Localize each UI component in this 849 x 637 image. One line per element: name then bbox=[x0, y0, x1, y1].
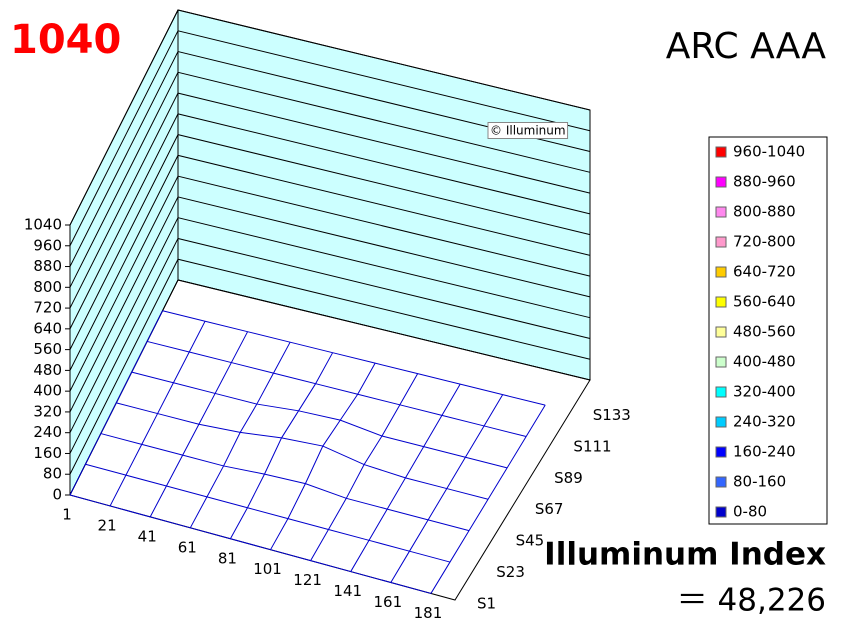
legend-swatch bbox=[715, 266, 727, 278]
legend-swatch bbox=[715, 236, 727, 248]
y-tick-label: 320 bbox=[33, 402, 62, 420]
series-label: S23 bbox=[496, 563, 525, 581]
surface-line bbox=[131, 371, 508, 469]
series-label: S111 bbox=[573, 437, 611, 455]
legend-swatch bbox=[715, 326, 727, 338]
surface-line bbox=[116, 402, 489, 500]
surface-line bbox=[100, 433, 470, 532]
y-tick-label: 720 bbox=[33, 299, 62, 317]
x-tick-label: 141 bbox=[333, 582, 362, 600]
surface-cross-line bbox=[189, 341, 291, 529]
surface-cross-line bbox=[310, 373, 419, 561]
surface-cross-line bbox=[270, 362, 376, 550]
series-label: S89 bbox=[554, 469, 583, 487]
legend-label: 80-160 bbox=[733, 473, 786, 491]
legend-label: 320-400 bbox=[733, 383, 796, 401]
x-tick-label: 181 bbox=[414, 604, 443, 622]
grid-line bbox=[69, 92, 591, 309]
y-tick-label: 1040 bbox=[24, 216, 62, 234]
surface-cross-line bbox=[350, 383, 461, 572]
y-tick-label: 800 bbox=[33, 278, 62, 296]
legend-label: 640-720 bbox=[733, 263, 796, 281]
legend-swatch bbox=[715, 206, 727, 218]
legend-label: 560-640 bbox=[733, 293, 796, 311]
chart-title: ARC AAA bbox=[666, 26, 827, 67]
grid-line bbox=[69, 258, 591, 475]
x-tick-label: 161 bbox=[374, 593, 403, 611]
surface-line bbox=[69, 494, 432, 594]
legend-swatch bbox=[715, 356, 727, 368]
x-tick-label: 81 bbox=[218, 549, 237, 567]
y-tick-label: 400 bbox=[33, 382, 62, 400]
legend-label: 240-320 bbox=[733, 413, 796, 431]
legend-label: 960-1040 bbox=[733, 143, 805, 161]
index-label: Illuminum Index bbox=[544, 537, 826, 573]
x-tick-label: 21 bbox=[98, 516, 117, 534]
y-tick-label: 880 bbox=[33, 257, 62, 275]
legend-swatch bbox=[715, 416, 727, 428]
y-tick-label: 240 bbox=[33, 423, 62, 441]
y-tick-label: 480 bbox=[33, 361, 62, 379]
y-tick-label: 0 bbox=[52, 486, 62, 504]
legend-label: 400-480 bbox=[733, 353, 796, 371]
legend-label: 720-800 bbox=[733, 233, 796, 251]
legend-swatch bbox=[715, 146, 727, 158]
legend-swatch bbox=[715, 176, 727, 188]
grid-line bbox=[69, 154, 591, 371]
grid-line bbox=[69, 217, 591, 433]
series-label: S133 bbox=[593, 406, 631, 424]
grid-line bbox=[69, 113, 591, 330]
plot: 0 80 160 240 320 400 480 560 640 720 800 880 960 1040… bbox=[24, 9, 631, 622]
grid-line bbox=[69, 196, 591, 413]
surface-cross-line bbox=[109, 320, 206, 507]
surface-cross-line bbox=[430, 404, 546, 594]
grid-line bbox=[69, 9, 591, 226]
grid-line bbox=[69, 134, 591, 350]
legend-swatch bbox=[715, 386, 727, 398]
y-tick-label: 160 bbox=[33, 444, 62, 462]
surface-cross-line bbox=[149, 331, 249, 518]
series-label: S1 bbox=[477, 595, 496, 613]
legend-label: 880-960 bbox=[733, 173, 796, 191]
legend-label: 800-880 bbox=[733, 203, 796, 221]
surface-line bbox=[85, 463, 451, 563]
legend-label: 0-80 bbox=[733, 503, 767, 521]
grid-line bbox=[69, 30, 591, 246]
watermark-box bbox=[487, 122, 569, 139]
x-tick-label: 101 bbox=[253, 560, 282, 578]
x-tick-label: 41 bbox=[138, 527, 157, 545]
y-tick-label: 80 bbox=[43, 465, 62, 483]
grid-line bbox=[69, 237, 591, 454]
series-label: S45 bbox=[516, 532, 545, 550]
series-label: S67 bbox=[535, 500, 564, 518]
surface-line bbox=[162, 310, 546, 406]
watermark: © Illuminum bbox=[490, 124, 566, 138]
x-tick-label: 121 bbox=[293, 571, 322, 589]
legend-label: 480-560 bbox=[733, 323, 796, 341]
y-tick-label: 640 bbox=[33, 319, 62, 337]
grid-line bbox=[69, 50, 591, 267]
y-tick-label: 560 bbox=[33, 340, 62, 358]
surface-cross-line bbox=[229, 352, 334, 539]
surface-cross-line bbox=[390, 394, 504, 583]
legend-swatch bbox=[715, 506, 727, 518]
y-tick-label: 960 bbox=[33, 236, 62, 254]
legend-label: 160-240 bbox=[733, 443, 796, 461]
legend-box bbox=[708, 136, 828, 525]
x-tick-label: 1 bbox=[62, 506, 72, 524]
x-tick-label: 61 bbox=[178, 538, 197, 556]
legend-swatch bbox=[715, 296, 727, 308]
surface-cross-line bbox=[69, 310, 164, 496]
max-label: 1040 bbox=[10, 17, 121, 63]
index-value: ＝ 48,226 bbox=[677, 583, 826, 619]
grid-line bbox=[69, 175, 591, 392]
legend-swatch bbox=[715, 476, 727, 488]
surface-line bbox=[147, 340, 527, 438]
grid-line bbox=[69, 71, 591, 288]
legend-swatch bbox=[715, 446, 727, 458]
